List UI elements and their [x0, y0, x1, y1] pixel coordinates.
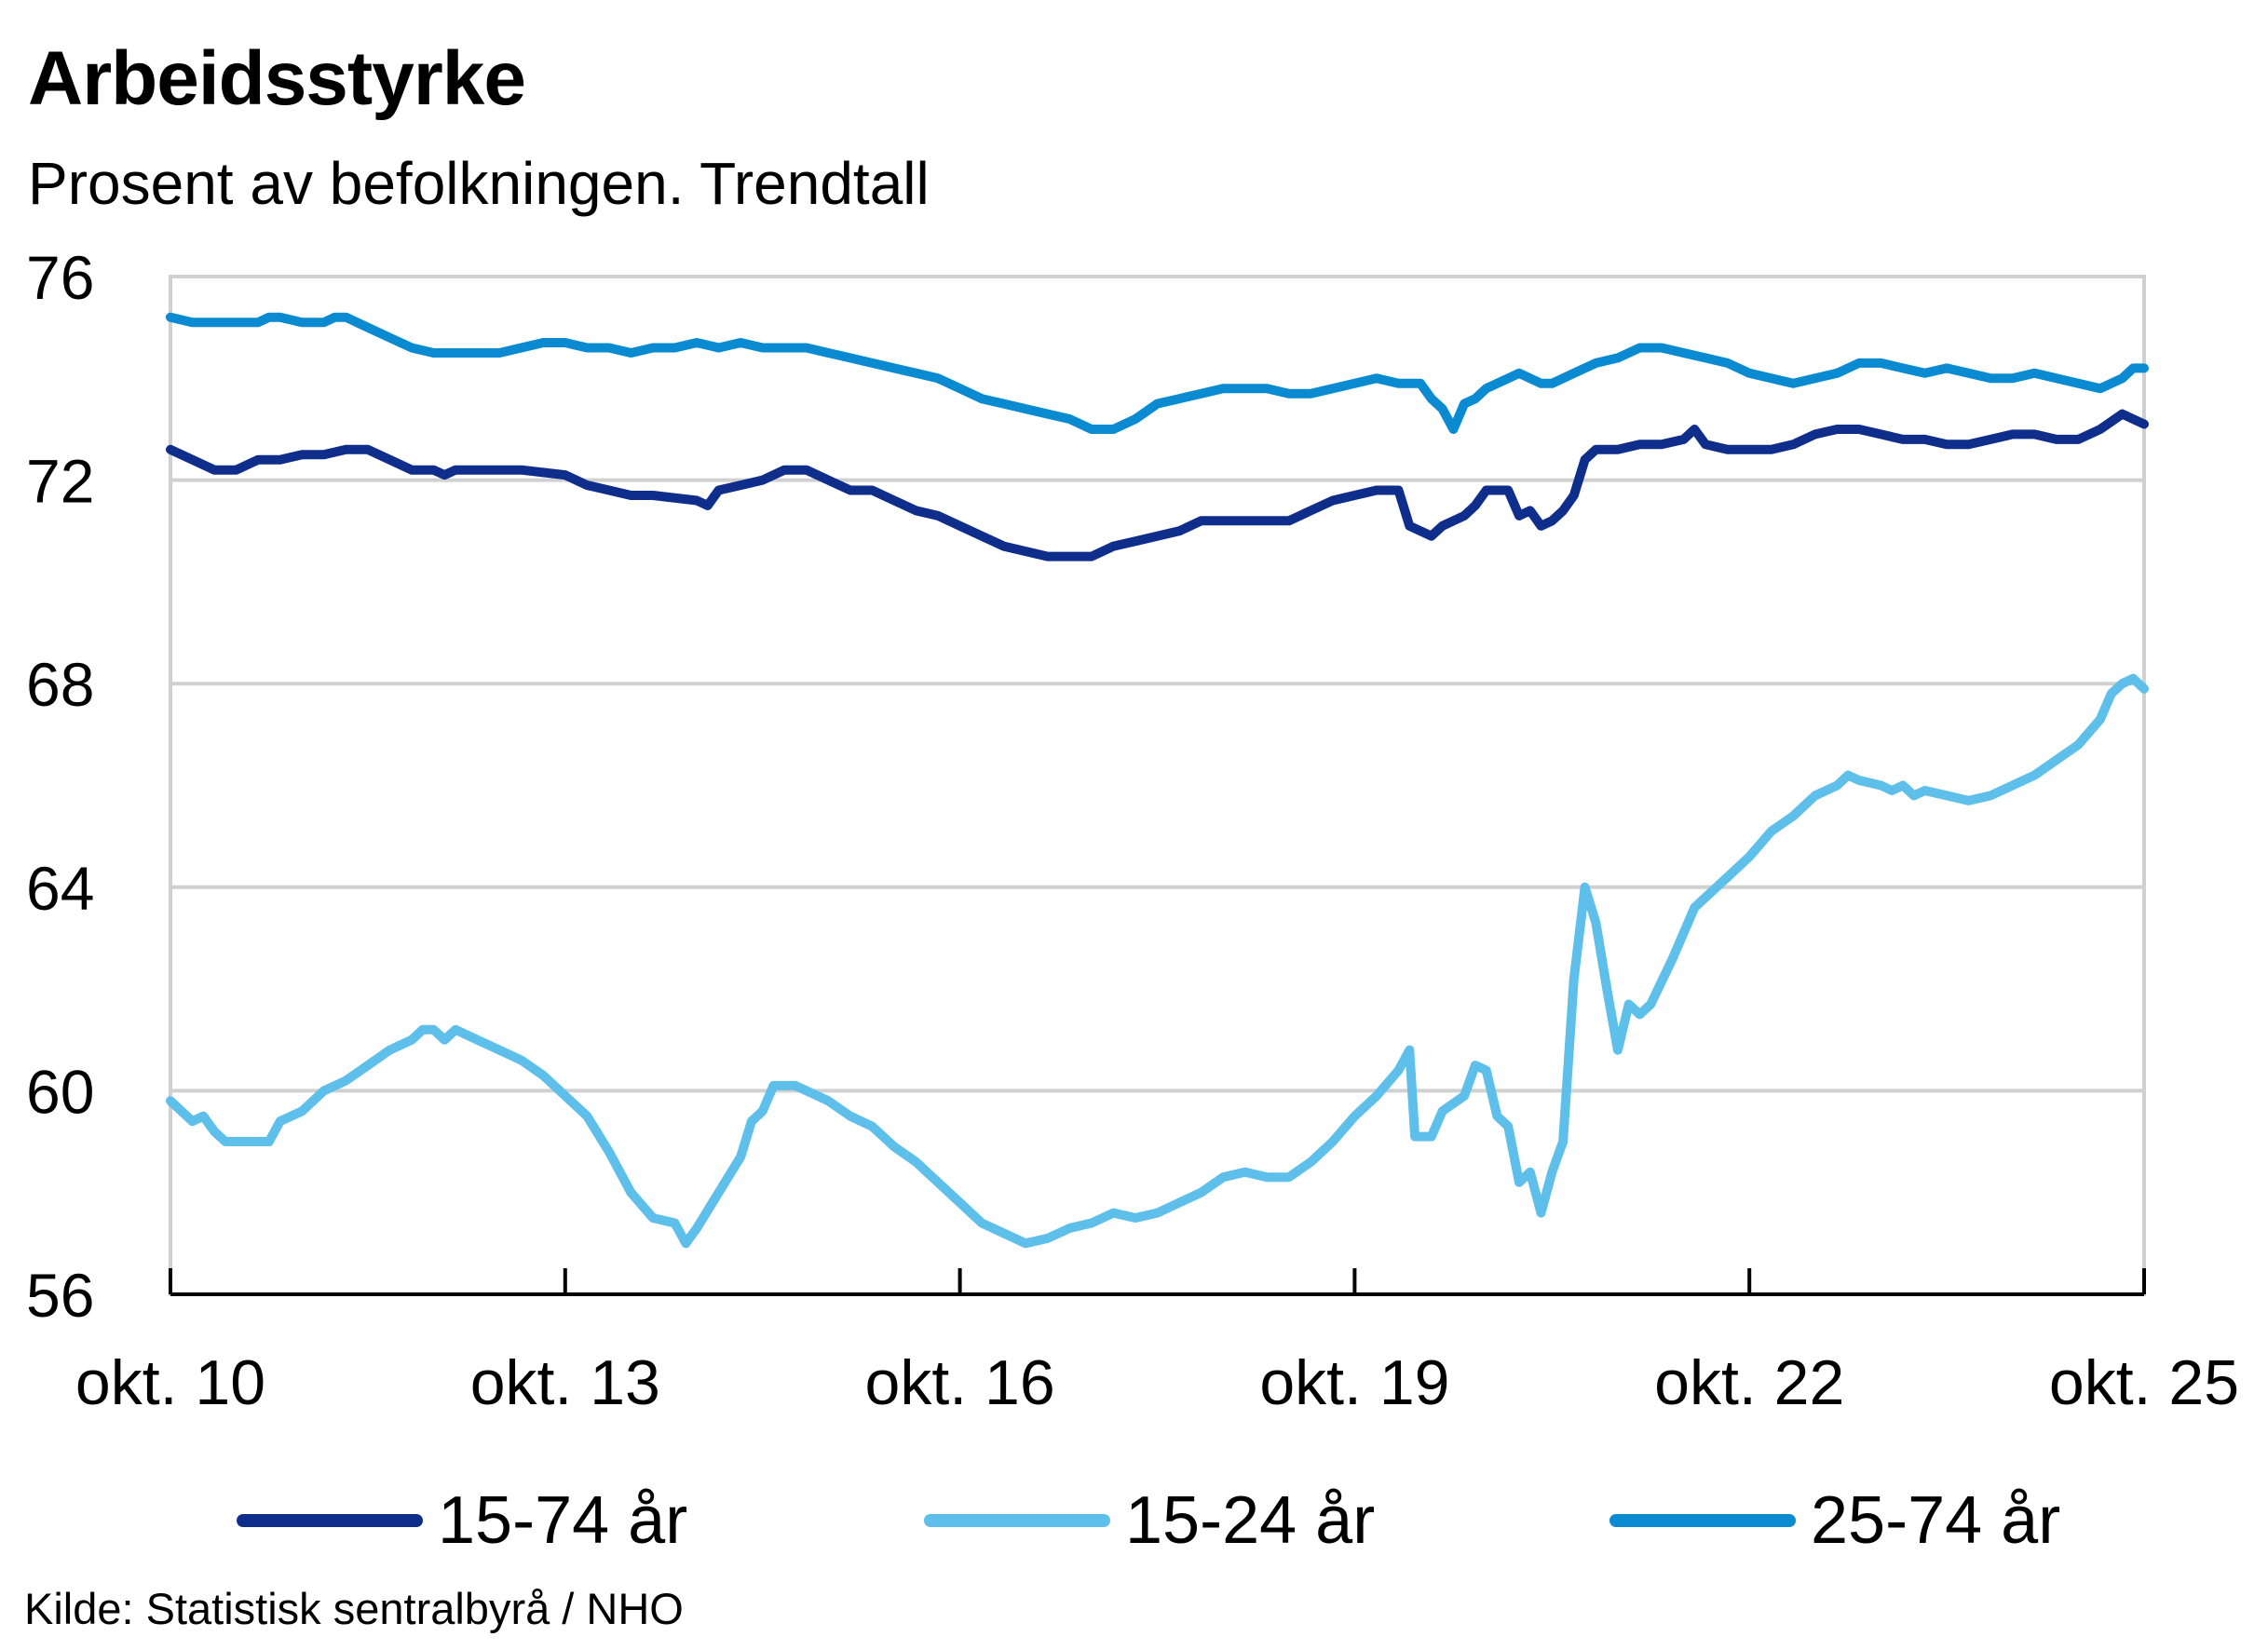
legend: 15-74 år 15-24 år 25-74 år	[0, 1479, 2268, 1562]
x-tick-label-1: okt. 13	[470, 1347, 660, 1418]
x-tick-label-3: okt. 19	[1259, 1347, 1449, 1418]
legend-swatch-15-74	[237, 1514, 423, 1527]
legend-item-25-74: 25-74 år	[1609, 1479, 2060, 1562]
x-tick-label-2: okt. 16	[865, 1347, 1055, 1418]
legend-item-15-74: 15-74 år	[237, 1479, 687, 1562]
y-tick-label-72: 72	[26, 447, 94, 516]
legend-label-15-24: 15-24 år	[1125, 1483, 1376, 1558]
series-line-0	[166, 409, 2149, 561]
legend-swatch-25-74	[1609, 1514, 1796, 1527]
legend-label-25-74: 25-74 år	[1811, 1483, 2061, 1558]
y-axis-ticks: 56 60 64 68 72 76	[26, 243, 94, 1330]
y-tick-label-60: 60	[26, 1057, 94, 1126]
y-tick-label-64: 64	[26, 854, 94, 923]
y-tick-label-76: 76	[26, 243, 94, 312]
y-tick-label-68: 68	[26, 650, 94, 719]
gridlines	[170, 478, 2144, 1093]
x-tick-label-5: okt. 25	[2049, 1347, 2239, 1418]
legend-swatch-15-24	[924, 1514, 1110, 1527]
series-line-1	[166, 673, 2149, 1249]
y-tick-label-56: 56	[26, 1261, 94, 1330]
x-axis-ticks: okt. 10 okt. 13 okt. 16 okt. 19 okt. 22 okt. …	[75, 1268, 2239, 1418]
x-tick-label-4: okt. 22	[1654, 1347, 1844, 1418]
legend-label-15-74: 15-74 år	[438, 1483, 688, 1558]
x-tick-label-0: okt. 10	[75, 1347, 265, 1418]
source-note: Kilde: Statistisk sentralbyrå / NHO	[24, 1584, 684, 1633]
chart-title: Arbeidsstyrke	[28, 36, 526, 121]
series-lines	[166, 312, 2149, 1249]
chart-subtitle: Prosent av befolkningen. Trendtall	[28, 150, 930, 217]
series-line-2	[166, 312, 2149, 434]
legend-item-15-24: 15-24 år	[924, 1479, 1375, 1562]
